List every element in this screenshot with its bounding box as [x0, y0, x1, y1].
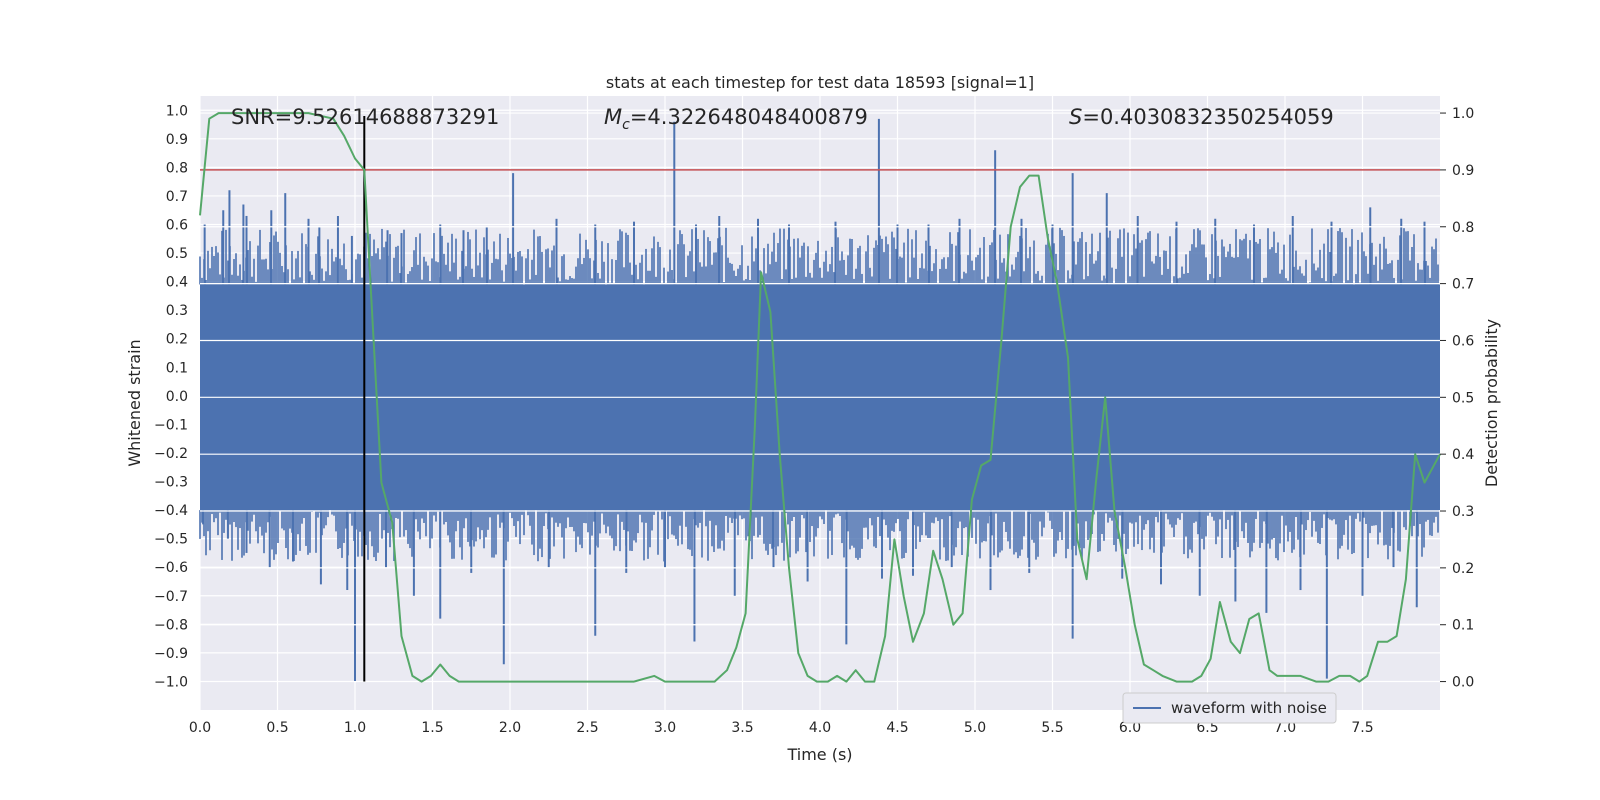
mc-value: =4.322648048400879	[630, 105, 868, 129]
y-left-tick-label: 0.0	[166, 389, 188, 405]
y-left-tick-label: 0.5	[166, 246, 188, 262]
y-left-tick-label: −0.4	[154, 503, 188, 519]
x-tick-label: 5.5	[1041, 720, 1063, 736]
y-left-tick-label: 0.2	[166, 332, 188, 348]
y-left-tick-label: 0.8	[166, 160, 188, 176]
s-value: =0.4030832350254059	[1082, 105, 1333, 129]
snr-annotation: SNR=9.52614688873291	[231, 105, 499, 129]
y-left-tick-label: −0.1	[154, 417, 188, 433]
legend: waveform with noise	[1122, 692, 1337, 724]
y-right-tick-label: 0.9	[1452, 163, 1474, 179]
x-tick-label: 1.0	[344, 720, 366, 736]
y-left-tick-label: 0.4	[166, 275, 188, 291]
y-left-tick-label: 0.3	[166, 303, 188, 319]
waveform-series	[199, 118, 1440, 682]
x-tick-labels: 0.0 0.5 1.0 1.5 2.0 2.5 3.0 3.5 4.0 4.5 5.0 5.5 6.0 6…	[189, 720, 1374, 736]
y-left-tick-labels: 1.0 0.9 0.8 0.7 0.6 0.5 0.4 0.3 0.2 0.1 0.0 −0.1 −0.…	[154, 103, 188, 690]
x-tick-label: 1.5	[421, 720, 443, 736]
y-right-tick-label: 0.3	[1452, 504, 1474, 520]
y-right-tick-label: 0.6	[1452, 333, 1474, 349]
y-right-tick-label: 0.8	[1452, 220, 1474, 236]
y-right-tick-label: 1.0	[1452, 106, 1474, 122]
y-left-tick-label: 0.7	[166, 189, 188, 205]
y-right-tick-labels: 1.0 0.9 0.8 0.7 0.6 0.5 0.4 0.3 0.2 0.1 0.0	[1440, 106, 1474, 691]
y-left-tick-label: 0.6	[166, 218, 188, 234]
y-left-tick-label: −0.5	[154, 532, 188, 548]
mc-symbol: M	[604, 105, 622, 129]
x-tick-label: 6.5	[1196, 720, 1218, 736]
x-tick-label: 3.0	[654, 720, 676, 736]
y-right-tick-label: 0.4	[1452, 447, 1474, 463]
detection-probability-line	[199, 112, 1441, 683]
y-right-tick-label: 0.1	[1452, 618, 1474, 634]
x-tick-label: 7.0	[1274, 720, 1296, 736]
y-left-tick-label: −1.0	[154, 674, 188, 690]
y-left-axis-label: Whitened strain	[125, 339, 144, 466]
x-tick-label: 5.0	[964, 720, 986, 736]
s-annotation: S=0.4030832350254059	[1069, 105, 1334, 129]
x-tick-label: 0.5	[266, 720, 288, 736]
x-tick-label: 4.5	[886, 720, 908, 736]
y-right-tick-label: 0.7	[1452, 277, 1474, 293]
x-tick-label: 2.0	[499, 720, 521, 736]
y-left-tick-label: 0.1	[166, 360, 188, 376]
y-right-axis-label: Detection probability	[1482, 319, 1501, 487]
x-tick-label: 3.5	[731, 720, 753, 736]
y-left-tick-label: −0.6	[154, 560, 188, 576]
y-right-tick-label: 0.5	[1452, 390, 1474, 406]
y-left-tick-label: −0.2	[154, 446, 188, 462]
mc-subscript: c	[622, 117, 630, 133]
x-tick-label: 4.0	[809, 720, 831, 736]
x-tick-label: 7.5	[1351, 720, 1373, 736]
chart-title: stats at each timestep for test data 185…	[606, 73, 1034, 92]
y-left-tick-label: −0.3	[154, 475, 188, 491]
x-tick-label: 0.0	[189, 720, 211, 736]
s-symbol: S	[1069, 105, 1082, 129]
y-left-tick-label: −0.9	[154, 646, 188, 662]
y-left-tick-label: 0.9	[166, 132, 188, 148]
y-left-tick-label: −0.8	[154, 617, 188, 633]
y-left-tick-label: 1.0	[166, 103, 188, 119]
x-axis-label: Time (s)	[786, 745, 852, 764]
probability-layer	[199, 112, 1441, 683]
y-left-tick-label: −0.7	[154, 589, 188, 605]
y-right-tick-label: 0.0	[1452, 675, 1474, 691]
legend-entry-waveform: waveform with noise	[1171, 699, 1327, 717]
x-tick-label: 2.5	[576, 720, 598, 736]
y-right-tick-label: 0.2	[1452, 561, 1474, 577]
x-tick-label: 6.0	[1119, 720, 1141, 736]
mc-annotation: Mc=4.322648048400879	[604, 105, 868, 133]
legend-box	[1122, 692, 1337, 724]
